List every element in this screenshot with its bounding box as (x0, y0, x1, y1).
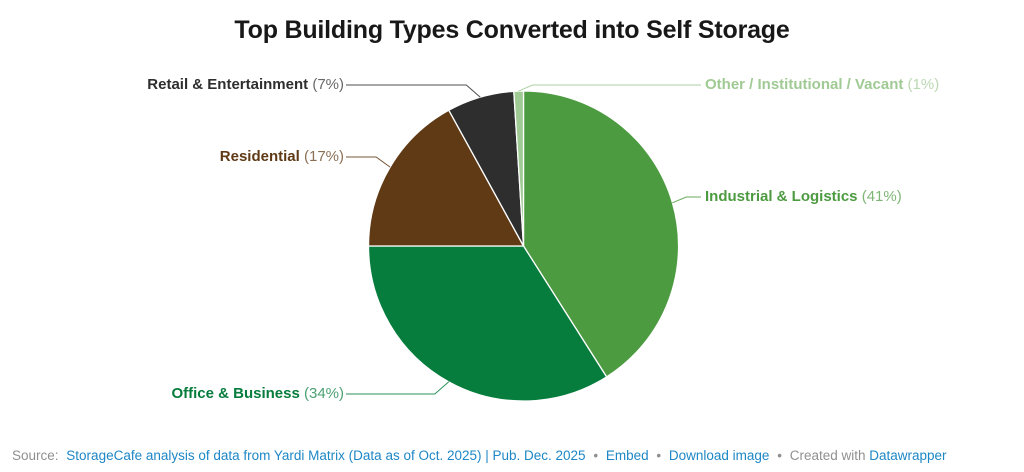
leader-line-residential (346, 156, 391, 168)
download-image-link[interactable]: Download image (668, 448, 770, 463)
label-industrial-logistics: Industrial & Logistics (41%) (705, 187, 902, 207)
leader-line-other-institutional-vacant (518, 84, 701, 92)
footer-separator: • (593, 448, 599, 463)
label-industrial-logistics-pct: (41%) (861, 188, 902, 205)
source-label: Source: (12, 448, 59, 463)
label-retail-entertainment-pct: (7%) (312, 76, 344, 93)
label-residential-name: Residential (219, 148, 300, 165)
label-other-institutional-vacant-name: Other / Institutional / Vacant (705, 76, 904, 93)
label-retail-entertainment-name: Retail & Entertainment (147, 76, 309, 93)
label-other-institutional-vacant-pct: (1%) (907, 76, 940, 93)
label-office-business: Office & Business (34%) (171, 384, 344, 404)
created-with-label: Created with (789, 448, 866, 463)
leader-line-industrial-logistics (672, 196, 701, 204)
source-link[interactable]: StorageCafe analysis of data from Yardi … (66, 448, 586, 463)
label-residential: Residential (17%) (220, 147, 344, 167)
embed-link[interactable]: Embed (605, 448, 649, 463)
leader-line-retail-entertainment (346, 84, 481, 98)
leader-line-office-business (346, 381, 450, 395)
label-industrial-logistics-name: Industrial & Logistics (705, 188, 858, 205)
chart-title: Top Building Types Converted into Self S… (234, 16, 790, 44)
label-office-business-name: Office & Business (171, 385, 300, 402)
label-residential-pct: (17%) (303, 148, 344, 165)
label-office-business-pct: (34%) (303, 385, 344, 402)
footer-separator: • (777, 448, 782, 463)
label-retail-entertainment: Retail & Entertainment (7%) (147, 75, 344, 95)
label-other-institutional-vacant: Other / Institutional / Vacant (1%) (705, 75, 939, 95)
footer: Source: StorageCafe analysis of data fro… (12, 448, 1012, 463)
datawrapper-link[interactable]: Datawrapper (869, 448, 947, 463)
footer-separator: • (656, 448, 662, 463)
